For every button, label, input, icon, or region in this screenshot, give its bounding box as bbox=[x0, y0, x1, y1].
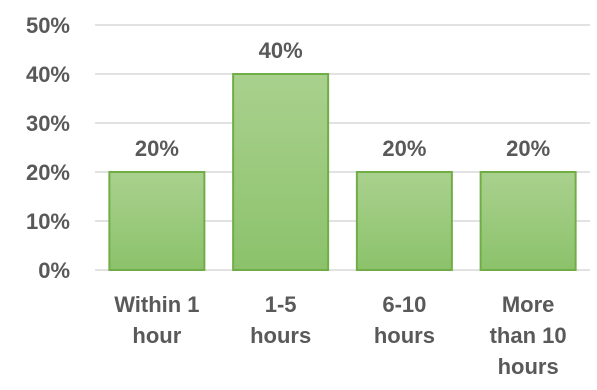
y-tick-label: 40% bbox=[26, 62, 70, 87]
category-label-line: hours bbox=[498, 354, 559, 379]
data-label: 20% bbox=[506, 136, 550, 161]
category-label-line: 6-10 bbox=[382, 292, 426, 317]
category-label: 1-5 hours bbox=[250, 292, 311, 348]
y-tick-label: 50% bbox=[26, 13, 70, 38]
category-label: 6-10 hours bbox=[374, 292, 435, 348]
y-tick-label: 10% bbox=[26, 209, 70, 234]
bar bbox=[355, 171, 453, 271]
category-label: Within 1 hour bbox=[114, 292, 199, 348]
data-label: 20% bbox=[382, 136, 426, 161]
category-label-line: hours bbox=[374, 323, 435, 348]
bar bbox=[479, 171, 577, 271]
y-tick-label: 0% bbox=[38, 258, 70, 283]
data-labels: 20% 40% 20% 20% bbox=[135, 38, 550, 161]
category-label-line: Within 1 bbox=[114, 292, 199, 317]
bar bbox=[108, 171, 206, 271]
category-label-line: than 10 bbox=[490, 323, 567, 348]
category-label: More than 10 hours bbox=[490, 292, 567, 379]
category-label-line: hours bbox=[250, 323, 311, 348]
bar bbox=[232, 73, 330, 271]
category-label-line: 1-5 bbox=[265, 292, 297, 317]
bars bbox=[108, 73, 577, 271]
y-tick-label: 30% bbox=[26, 111, 70, 136]
y-tick-label: 20% bbox=[26, 160, 70, 185]
data-label: 40% bbox=[259, 38, 303, 63]
data-label: 20% bbox=[135, 136, 179, 161]
category-label-line: hour bbox=[132, 323, 181, 348]
x-axis-category-labels: Within 1 hour 1-5 hours 6-10 hours More than 10… bbox=[114, 292, 566, 379]
category-label-line: More bbox=[502, 292, 555, 317]
y-axis-tick-labels: 0% 10% 20% 30% 40% 50% bbox=[26, 13, 70, 283]
